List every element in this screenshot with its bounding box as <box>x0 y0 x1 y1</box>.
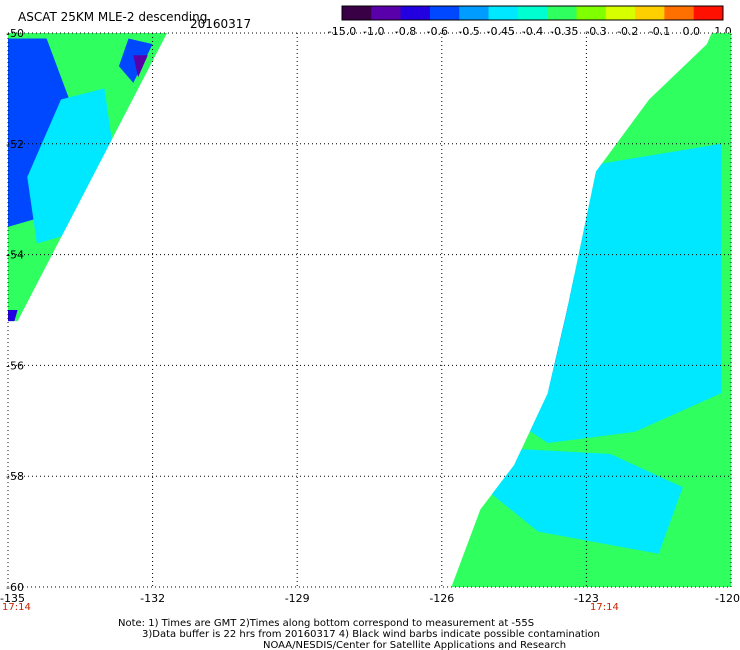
time-label: 17:14 <box>2 602 31 613</box>
colorbar-tick-label: -0.1 <box>649 25 670 38</box>
x-tick-label: -129 <box>285 592 310 605</box>
colorbar-segment <box>371 6 402 20</box>
x-tick-label: -120 <box>715 592 740 605</box>
colorbar-segment <box>400 6 431 20</box>
y-tick-label: -52 <box>6 138 24 151</box>
y-tick-label: -56 <box>6 359 24 372</box>
x-tick-label: -135 <box>0 592 25 605</box>
colorbar-segment <box>547 6 577 20</box>
colorbar-segment <box>605 6 636 20</box>
colorbar-segment <box>342 6 372 20</box>
colorbar-tick-label: -0.4 <box>522 25 543 38</box>
colorbar-tick-label: -0.45 <box>487 25 515 38</box>
plot-frame <box>7 32 732 588</box>
time-label: 17:14 <box>590 602 619 613</box>
chart-title: ASCAT 25KM MLE-2 descending <box>18 10 207 24</box>
axes: -50 -52 -54 -56 -58 -60-135 -132 -129 -126 -123 -1… <box>0 27 740 613</box>
note-line-3: NOAA/NESDIS/Center for Satellite Applica… <box>263 640 566 650</box>
colorbar-tick-label: -0.35 <box>550 25 578 38</box>
colorbar-segment <box>517 6 548 20</box>
colorbar: -15.0 -1.0 -0.8 -0.6 -0.5 -0.45 -0.4 -0.35 -0.3-… <box>328 5 732 38</box>
heatmap-cell-region <box>133 55 148 78</box>
y-tick-label: -60 <box>6 581 24 594</box>
chart-date: 20160317 <box>190 17 251 31</box>
colorbar-segment <box>488 6 519 20</box>
colorbar-tick-label: -0.3 <box>585 25 606 38</box>
colorbar-tick-label: -1.0 <box>363 25 384 38</box>
grid <box>7 32 732 588</box>
y-tick-label: -58 <box>6 470 24 483</box>
plot-area <box>8 33 731 587</box>
heatmap-cell-region <box>8 38 76 227</box>
x-tick-label: -126 <box>429 592 454 605</box>
colorbar-segment <box>635 6 665 20</box>
note-line-2: 3)Data buffer is 22 hrs from 20160317 4)… <box>142 629 600 640</box>
heatmap-cell-region <box>514 143 722 444</box>
colorbar-tick-label: 0.0 <box>683 25 701 38</box>
colorbar-tick-label: -0.5 <box>458 25 479 38</box>
colorbar-tick-label: -0.2 <box>617 25 638 38</box>
colorbar-segment <box>429 6 460 20</box>
colorbar-segment <box>576 6 607 20</box>
note-line-1: Note: 1) Times are GMT 2)Times along bot… <box>118 618 534 629</box>
x-tick-label: -123 <box>574 592 599 605</box>
y-tick-label: -50 <box>6 27 24 40</box>
heatmap-cell-region <box>27 88 114 244</box>
colorbar-segment <box>664 6 695 20</box>
x-tick-label: -132 <box>140 592 165 605</box>
colorbar-frame <box>341 5 724 21</box>
colorbar-segment <box>693 6 724 20</box>
colorbar-tick-label: -0.8 <box>395 25 416 38</box>
colorbar-segment <box>459 6 490 20</box>
colorbar-tick-label: -0.6 <box>427 25 448 38</box>
colorbar-tick-label: -15.0 <box>328 25 356 38</box>
y-tick-label: -54 <box>6 249 24 262</box>
